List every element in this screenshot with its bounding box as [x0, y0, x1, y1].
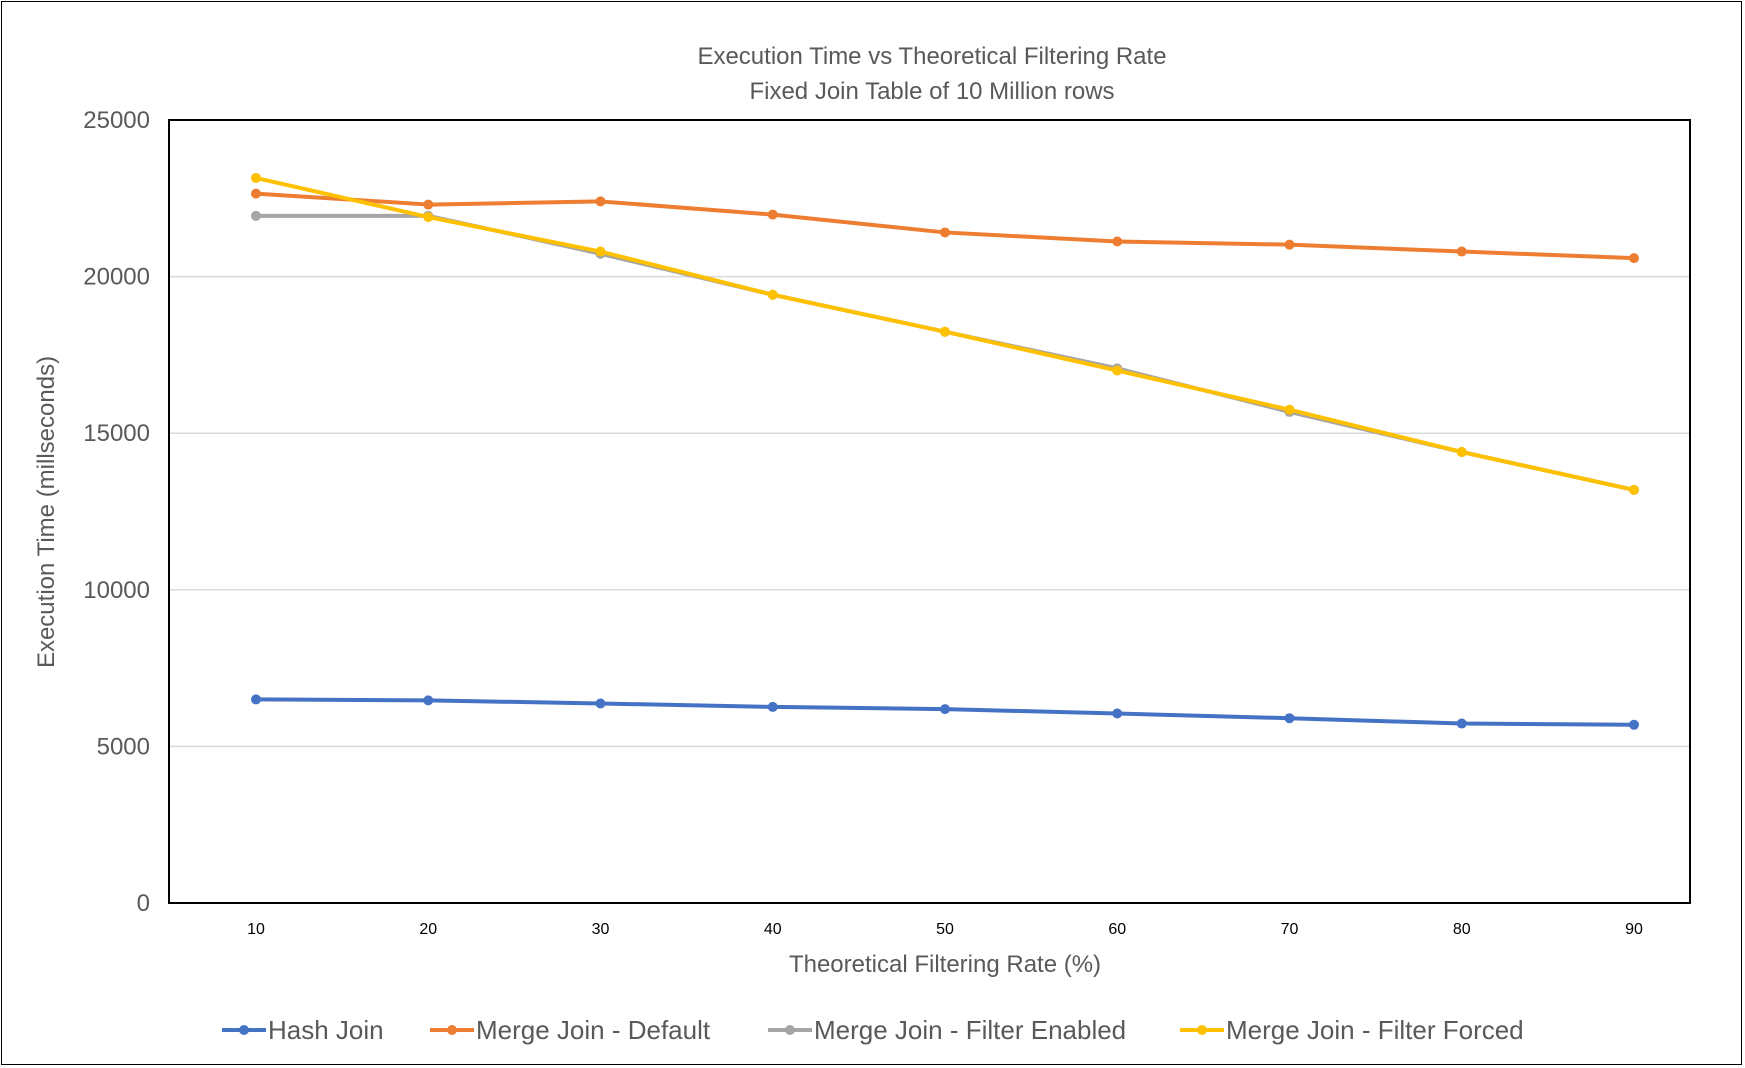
legend-label: Hash Join: [268, 1015, 384, 1045]
data-point: [423, 212, 434, 223]
legend-marker: [1197, 1025, 1207, 1035]
series-merge-join-filter-forced: [251, 172, 1639, 495]
data-point: [251, 210, 261, 221]
x-tick-label: 60: [1108, 921, 1126, 938]
x-tick-label: 20: [419, 921, 437, 938]
y-axis-label: Execution Time (millseconds): [33, 356, 60, 668]
data-point: [767, 209, 778, 220]
legend-label: Merge Join - Filter Enabled: [814, 1015, 1126, 1045]
data-point: [1284, 239, 1295, 250]
data-point: [1456, 246, 1467, 257]
y-tick-label: 5000: [97, 733, 150, 760]
y-tick-label: 10000: [83, 577, 150, 604]
x-tick-label: 90: [1625, 921, 1643, 938]
x-tick-label: 50: [936, 921, 954, 938]
plot-area: [168, 119, 1691, 904]
data-point: [1112, 365, 1123, 376]
data-point: [1629, 484, 1639, 495]
legend-label: Merge Join - Filter Forced: [1226, 1015, 1524, 1045]
data-point: [940, 704, 950, 715]
series-merge-join-filter-enabled: [251, 210, 1639, 495]
data-point: [767, 701, 778, 712]
x-axis-label: Theoretical Filtering Rate (%): [789, 951, 1101, 978]
data-point: [423, 199, 434, 210]
data-point: [251, 188, 261, 199]
data-point: [1456, 446, 1467, 457]
data-point: [423, 695, 434, 706]
y-tick-label: 0: [137, 890, 150, 917]
data-point: [595, 196, 606, 207]
data-point: [1456, 718, 1467, 729]
data-point: [1629, 253, 1639, 264]
data-point: [251, 694, 261, 705]
data-point: [1629, 719, 1639, 730]
legend-marker: [785, 1025, 795, 1035]
legend-item: Hash Join: [222, 1015, 384, 1045]
x-tick-label: 70: [1281, 921, 1299, 938]
legend-item: Merge Join - Filter Enabled: [768, 1015, 1126, 1045]
y-tick-label: 20000: [83, 264, 150, 291]
data-point: [595, 698, 606, 709]
data-point: [1112, 708, 1123, 719]
legend-item: Merge Join - Filter Forced: [1180, 1015, 1524, 1045]
y-tick-label: 25000: [83, 107, 150, 134]
series-hash-join: [251, 694, 1639, 730]
series-line: [256, 213, 1635, 492]
x-tick-label: 40: [764, 921, 782, 938]
data-point: [1112, 236, 1123, 247]
data-point: [595, 246, 606, 257]
legend-marker: [239, 1025, 249, 1035]
x-tick-label: 10: [247, 921, 265, 938]
chart-subtitle: Fixed Join Table of 10 Million rows: [749, 78, 1114, 105]
legend-label: Merge Join - Default: [476, 1015, 711, 1045]
series-merge-join-default: [251, 188, 1639, 264]
x-tick-label: 80: [1453, 921, 1471, 938]
data-point: [767, 289, 778, 300]
x-tick-label: 30: [592, 921, 610, 938]
legend-item: Merge Join - Default: [430, 1015, 711, 1045]
legend-marker: [447, 1025, 457, 1035]
y-tick-label: 15000: [83, 420, 150, 447]
data-point: [940, 326, 950, 337]
chart-title: Execution Time vs Theoretical Filtering …: [697, 43, 1166, 70]
data-point: [1284, 404, 1295, 415]
data-point: [940, 227, 950, 238]
data-point: [251, 172, 261, 183]
data-point: [1284, 713, 1295, 724]
